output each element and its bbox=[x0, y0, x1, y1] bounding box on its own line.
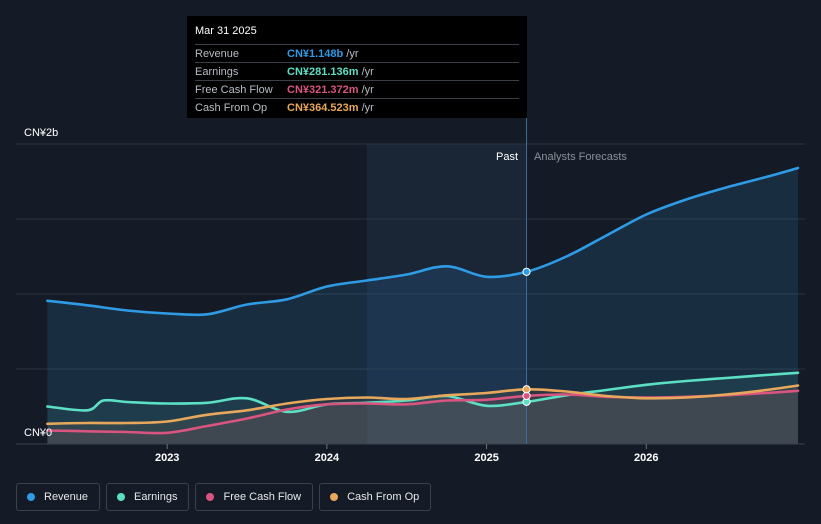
tooltip-row-revenue: Revenue CN¥1.148b /yr bbox=[195, 44, 519, 62]
legend-item-free-cash-flow[interactable]: Free Cash Flow bbox=[195, 483, 314, 511]
y-axis-bottom-label: CN¥0 bbox=[24, 427, 52, 439]
chart-legend: Revenue Earnings Free Cash Flow Cash Fro… bbox=[16, 483, 432, 511]
legend-dot-icon bbox=[206, 493, 215, 501]
legend-item-earnings[interactable]: Earnings bbox=[106, 483, 190, 511]
tooltip-row-cash-from-op: Cash From Op CN¥364.523m /yr bbox=[195, 98, 519, 116]
earnings-line bbox=[46, 371, 800, 414]
tooltip-unit: /yr bbox=[361, 83, 374, 96]
free-cash-flow-area bbox=[47, 390, 798, 444]
legend-dot-icon bbox=[117, 493, 126, 501]
revenue-marker bbox=[522, 267, 531, 276]
legend-label: Revenue bbox=[44, 491, 89, 503]
tooltip-label: Cash From Op bbox=[195, 101, 268, 114]
legend-item-cash-from-op[interactable]: Cash From Op bbox=[319, 483, 432, 511]
cash-from-op-area bbox=[47, 385, 798, 444]
legend-label: Earnings bbox=[134, 491, 178, 503]
legend-dot-icon bbox=[27, 493, 35, 501]
tooltip-value: CN¥364.523m bbox=[287, 101, 359, 114]
tooltip-date: Mar 31 2025 bbox=[195, 25, 257, 37]
y-axis-top-label: CN¥2b bbox=[24, 127, 58, 139]
axis-layer: 2023 2024 2025 2026 bbox=[16, 443, 805, 464]
legend-item-revenue[interactable]: Revenue bbox=[16, 483, 101, 511]
x-tick-label: 2023 bbox=[155, 452, 179, 464]
tooltip-value: CN¥1.148b bbox=[287, 47, 344, 60]
tooltip-value: CN¥281.136m bbox=[287, 65, 359, 78]
cash-from-op-marker bbox=[522, 385, 531, 394]
hover-tooltip: Mar 31 2025 Revenue CN¥1.148b /yr Earnin… bbox=[187, 16, 527, 118]
legend-label: Cash From Op bbox=[347, 491, 420, 503]
tooltip-value: CN¥321.372m bbox=[287, 83, 359, 96]
revenue-area bbox=[47, 168, 798, 444]
tooltip-unit: /yr bbox=[361, 65, 374, 78]
marker-layer bbox=[522, 118, 531, 444]
line-layer bbox=[46, 166, 800, 435]
legend-label: Free Cash Flow bbox=[223, 491, 302, 503]
x-tick-label: 2025 bbox=[474, 452, 498, 464]
past-label: Past bbox=[496, 151, 518, 163]
tooltip-unit: /yr bbox=[346, 47, 359, 60]
tooltip-label: Earnings bbox=[195, 65, 239, 78]
tooltip-unit: /yr bbox=[361, 101, 374, 114]
revenue-line bbox=[46, 166, 800, 317]
tooltip-label: Revenue bbox=[195, 47, 240, 60]
x-tick-label: 2024 bbox=[315, 452, 340, 464]
tooltip-row-earnings: Earnings CN¥281.136m /yr bbox=[195, 62, 519, 80]
x-tick-label: 2026 bbox=[634, 452, 658, 464]
tooltip-row-free-cash-flow: Free Cash Flow CN¥321.372m /yr bbox=[195, 80, 519, 98]
legend-dot-icon bbox=[330, 493, 339, 501]
tooltip-label: Free Cash Flow bbox=[195, 83, 273, 96]
cash-from-op-line bbox=[46, 384, 800, 426]
forecast-label: Analysts Forecasts bbox=[534, 151, 627, 163]
